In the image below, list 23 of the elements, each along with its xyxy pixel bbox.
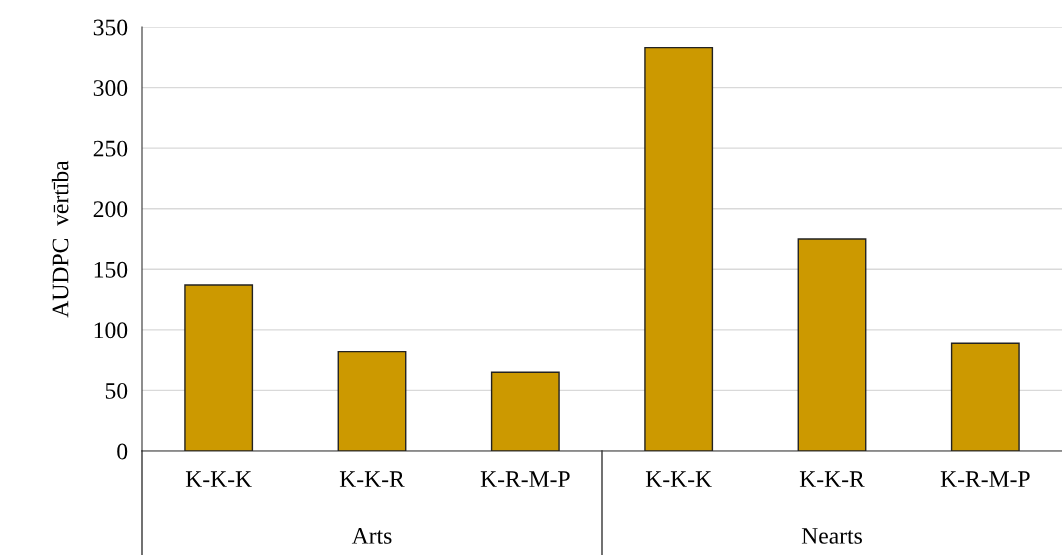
bar	[490, 371, 560, 451]
bar	[337, 350, 407, 451]
y-tick-label: 50	[105, 382, 128, 399]
y-tick-label: 0	[117, 443, 128, 460]
y-tick-label: 300	[93, 80, 128, 96]
y-axis-title: AUDPC vērtība	[51, 160, 69, 318]
x-tick-label: K-K-K	[185, 471, 252, 487]
x-tick-label: K-K-R	[339, 471, 405, 487]
y-tick-label: 250	[93, 140, 128, 157]
y-tick-label: 150	[94, 261, 128, 278]
y-tick-label: 100	[94, 322, 128, 339]
bar	[644, 46, 714, 451]
x-tick-label: K-R-M-P	[940, 471, 1030, 487]
x-tick-label: K-R-M-P	[480, 471, 570, 487]
y-tick-label: 350	[93, 19, 128, 36]
x-tick-label: K-K-K	[645, 471, 712, 487]
text: Nearts	[801, 528, 862, 544]
bar	[797, 238, 867, 451]
bar	[950, 342, 1020, 451]
bar	[184, 284, 254, 451]
text: Arts	[351, 528, 392, 544]
y-tick-label: 200	[93, 201, 128, 218]
x-tick-label: K-K-R	[799, 471, 865, 487]
